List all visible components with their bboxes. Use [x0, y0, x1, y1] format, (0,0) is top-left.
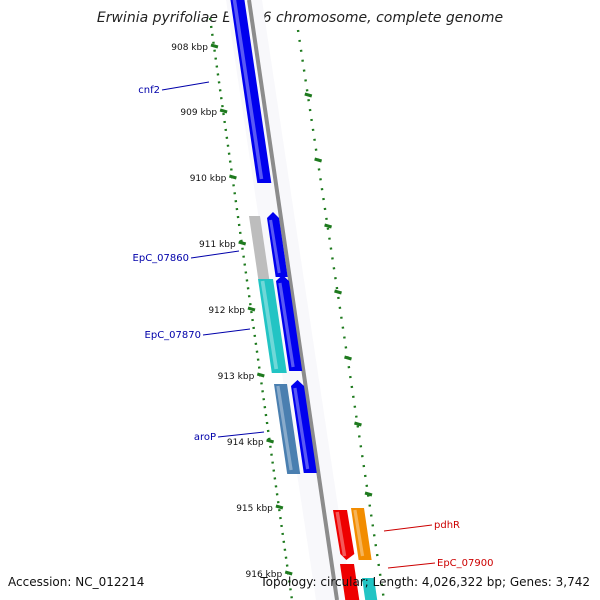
- gene-label-leader: [190, 250, 240, 259]
- gene-blue-912[interactable]: [276, 275, 303, 371]
- gene-blue-914[interactable]: [291, 380, 317, 473]
- right-dotted-rail: [296, 29, 386, 600]
- accession-text: Accession: NC_012214: [8, 575, 145, 589]
- tick-mark: [247, 306, 256, 312]
- tick-label: 915 kbp: [236, 504, 273, 514]
- tick-mark: [284, 570, 293, 576]
- tick-mark: [304, 92, 313, 98]
- gene-label[interactable]: EpC_07860: [133, 253, 189, 264]
- gene-pdhR[interactable]: [333, 510, 355, 560]
- gene-label[interactable]: EpC_07870: [145, 330, 201, 341]
- backbone-line: [247, 0, 339, 600]
- tick-mark: [210, 43, 219, 49]
- tick-label: 916 kbp: [246, 570, 283, 580]
- tick-mark: [238, 240, 247, 246]
- tick-mark: [364, 491, 373, 497]
- gene-label-leader: [161, 81, 210, 91]
- gene-label[interactable]: EpC_07900: [437, 558, 493, 569]
- tick-mark: [334, 289, 342, 295]
- gene-grey-911[interactable]: [249, 216, 270, 279]
- tick-label: 910 kbp: [190, 174, 227, 184]
- gene-EpC_07870[interactable]: [258, 279, 287, 373]
- tick-mark: [354, 421, 362, 427]
- tick-label: 912 kbp: [208, 306, 245, 316]
- gene-label-leader: [387, 562, 436, 569]
- gene-blue-911[interactable]: [267, 212, 288, 277]
- topology-text: Topology: circular; Length: 4,026,322 bp…: [260, 575, 590, 589]
- map-title: Erwinia pyrifoliae Ep1/96 chromosome, co…: [96, 10, 504, 26]
- ticks: 908 kbp 909 kbp 910 kbp 911 kbp 912 kbp 913 k…: [171, 43, 373, 580]
- tick-mark: [344, 355, 352, 361]
- gene-cyan-bottom[interactable]: [362, 578, 378, 600]
- tick-label: 911 kbp: [199, 240, 236, 250]
- gene-cnf2[interactable]: [229, 0, 272, 183]
- tick-label: 909 kbp: [180, 108, 217, 118]
- tick-label: 914 kbp: [227, 438, 264, 448]
- tick-mark: [256, 372, 265, 378]
- tick-mark: [266, 438, 275, 444]
- gene-red-bottom[interactable]: [340, 564, 360, 600]
- gene-orange[interactable]: [351, 508, 372, 560]
- tick-mark: [314, 157, 323, 163]
- gene-label-leader: [202, 328, 251, 336]
- left-dotted-rail: [208, 17, 294, 600]
- tick-mark: [275, 504, 284, 510]
- gene-label[interactable]: cnf2: [138, 85, 160, 96]
- gene-labels: cnf2 EpC_07860 EpC_07870 aroP pdhR EpC_07900: [133, 81, 493, 569]
- tick-mark: [219, 108, 228, 114]
- genes: [229, 0, 378, 600]
- gene-aroP[interactable]: [274, 384, 301, 474]
- gene-label[interactable]: pdhR: [434, 520, 460, 531]
- tick-mark: [324, 223, 332, 229]
- tick-mark: [228, 174, 237, 180]
- tick-label: 908 kbp: [171, 43, 208, 53]
- gene-label-leader: [217, 431, 265, 438]
- gene-label[interactable]: aroP: [194, 432, 216, 443]
- gene-label-leader: [383, 524, 433, 532]
- tick-label: 913 kbp: [218, 372, 255, 382]
